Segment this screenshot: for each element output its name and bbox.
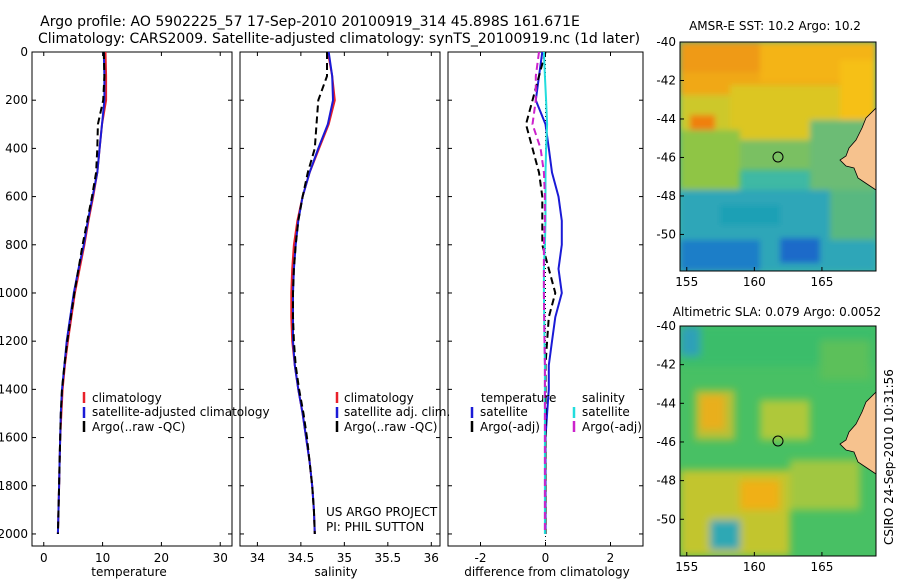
map-y-tick-label: -48 <box>656 189 676 203</box>
sla-map <box>680 326 876 556</box>
sst-map-frame <box>679 41 877 272</box>
legend-label-argo: Argo(..raw -QC) <box>92 420 185 434</box>
legend-label-satellite: satellite adj. clim. <box>344 405 450 419</box>
x-tick-label: 34 <box>250 551 265 565</box>
temperature-xlabel: temperature <box>91 565 166 579</box>
sst-float-marker <box>772 151 784 163</box>
legend-label-argo: Argo(..raw -QC) <box>344 420 437 434</box>
series-line-argo-raw-qc- <box>56 51 106 535</box>
x-tick-label: 35.5 <box>374 551 401 565</box>
map-y-tick-label: -44 <box>656 396 676 410</box>
sla-map-frame <box>679 325 877 557</box>
map-y-tick-label: -42 <box>656 358 676 372</box>
series-line-salinity-argo-adj- <box>531 51 546 534</box>
timestamp-stamp: CSIRO 24-Sep-2010 10:31:56 <box>882 369 896 545</box>
difference-legend: temperature salinity satellite Argo(-adj… <box>470 391 642 434</box>
map-x-tick-label: 160 <box>743 560 766 574</box>
sla-float-marker <box>772 435 784 447</box>
series-line-temperature-satellite <box>534 51 563 534</box>
salinity-legend: climatology satellite adj. clim. Argo(..… <box>335 391 450 434</box>
figure-title-line1: Argo profile: AO 5902225_57 17-Sep-2010 … <box>40 14 580 30</box>
y-tick-label: 1800 <box>0 479 28 493</box>
y-tick-label: 200 <box>5 93 28 107</box>
salinity-xlabel: salinity <box>314 565 357 579</box>
x-tick-label: 2 <box>607 551 615 565</box>
sst-map-axes: 155 160 165 -40 -42 -44 -46 -48 -50 <box>656 35 833 289</box>
y-tick-label: 1200 <box>0 334 28 348</box>
series-line-temperature-argo-adj- <box>525 51 557 534</box>
x-tick-label: 35 <box>337 551 352 565</box>
map-x-tick-label: 155 <box>675 560 698 574</box>
sla-map-axes: 155 160 165 -40 -42 -44 -46 -48 -50 <box>656 319 833 574</box>
temperature-legend: climatology satellite-adjusted climatolo… <box>82 391 270 434</box>
series-layer <box>56 51 563 546</box>
map-x-tick-label: 155 <box>675 275 698 289</box>
map-x-tick-label: 165 <box>810 275 833 289</box>
legend-label-temp-satellite: satellite <box>480 405 528 419</box>
y-tick-label: 0 <box>20 45 28 59</box>
temperature-panel-frame <box>31 51 233 547</box>
legend-header-salinity: salinity <box>582 391 625 405</box>
map-x-tick-label: 160 <box>743 275 766 289</box>
figure-title-line2: Climatology: CARS2009. Satellite-adjuste… <box>38 31 640 47</box>
map-y-tick-label: -46 <box>656 435 676 449</box>
legend-label-sal-satellite: satellite <box>582 405 630 419</box>
map-y-tick-label: -50 <box>656 227 676 241</box>
map-y-tick-label: -42 <box>656 73 676 87</box>
legend-label-sal-argo: Argo(-adj) <box>582 420 642 434</box>
y-tick-label: 1600 <box>0 431 28 445</box>
y-tick-label: 1400 <box>0 382 28 396</box>
y-tick-label: 1000 <box>0 286 28 300</box>
sst-map <box>680 42 876 271</box>
y-tick-label: 600 <box>5 190 28 204</box>
legend-label-climatology: climatology <box>92 391 162 405</box>
map-y-tick-label: -50 <box>656 512 676 526</box>
difference-xlabel: difference from climatology <box>464 565 630 579</box>
map-y-tick-label: -46 <box>656 150 676 164</box>
y-tick-label: 400 <box>5 141 28 155</box>
sla-land <box>839 391 876 475</box>
y-tick-label: 2000 <box>0 527 28 541</box>
map-y-tick-label: -40 <box>656 35 676 49</box>
map-y-tick-label: -44 <box>656 112 676 126</box>
project-credit: US ARGO PROJECT <box>326 505 438 519</box>
x-tick-label: 30 <box>213 551 228 565</box>
sst-map-title: AMSR-E SST: 10.2 Argo: 10.2 <box>689 19 861 33</box>
x-tick-label: 10 <box>95 551 110 565</box>
series-line-argo-raw-qc- <box>292 52 328 535</box>
legend-label-temp-argo: Argo(-adj) <box>480 420 540 434</box>
map-y-tick-label: -48 <box>656 474 676 488</box>
pi-credit: PI: PHIL SUTTON <box>326 520 424 534</box>
sla-map-title: Altimetric SLA: 0.079 Argo: 0.0052 <box>673 305 881 319</box>
legend-header-temperature: temperature <box>481 391 556 405</box>
legend-label-satellite: satellite-adjusted climatology <box>92 405 270 419</box>
x-tick-label: 0 <box>542 551 550 565</box>
salinity-panel-frame <box>239 51 441 547</box>
map-y-tick-label: -40 <box>656 319 676 333</box>
sst-land <box>839 107 876 191</box>
map-x-tick-label: 165 <box>810 560 833 574</box>
series-line-satellite-adj-clim- <box>292 51 334 535</box>
legend-label-climatology: climatology <box>344 391 414 405</box>
y-tick-label: 800 <box>5 238 28 252</box>
x-tick-label: 0 <box>40 551 48 565</box>
x-tick-label: 20 <box>154 551 169 565</box>
x-tick-label: 36 <box>424 551 439 565</box>
x-tick-label: -2 <box>475 551 487 565</box>
axis-layer: 0 10 20 30020040060080010001200140016001800… <box>0 45 643 565</box>
x-tick-label: 34.5 <box>288 551 315 565</box>
